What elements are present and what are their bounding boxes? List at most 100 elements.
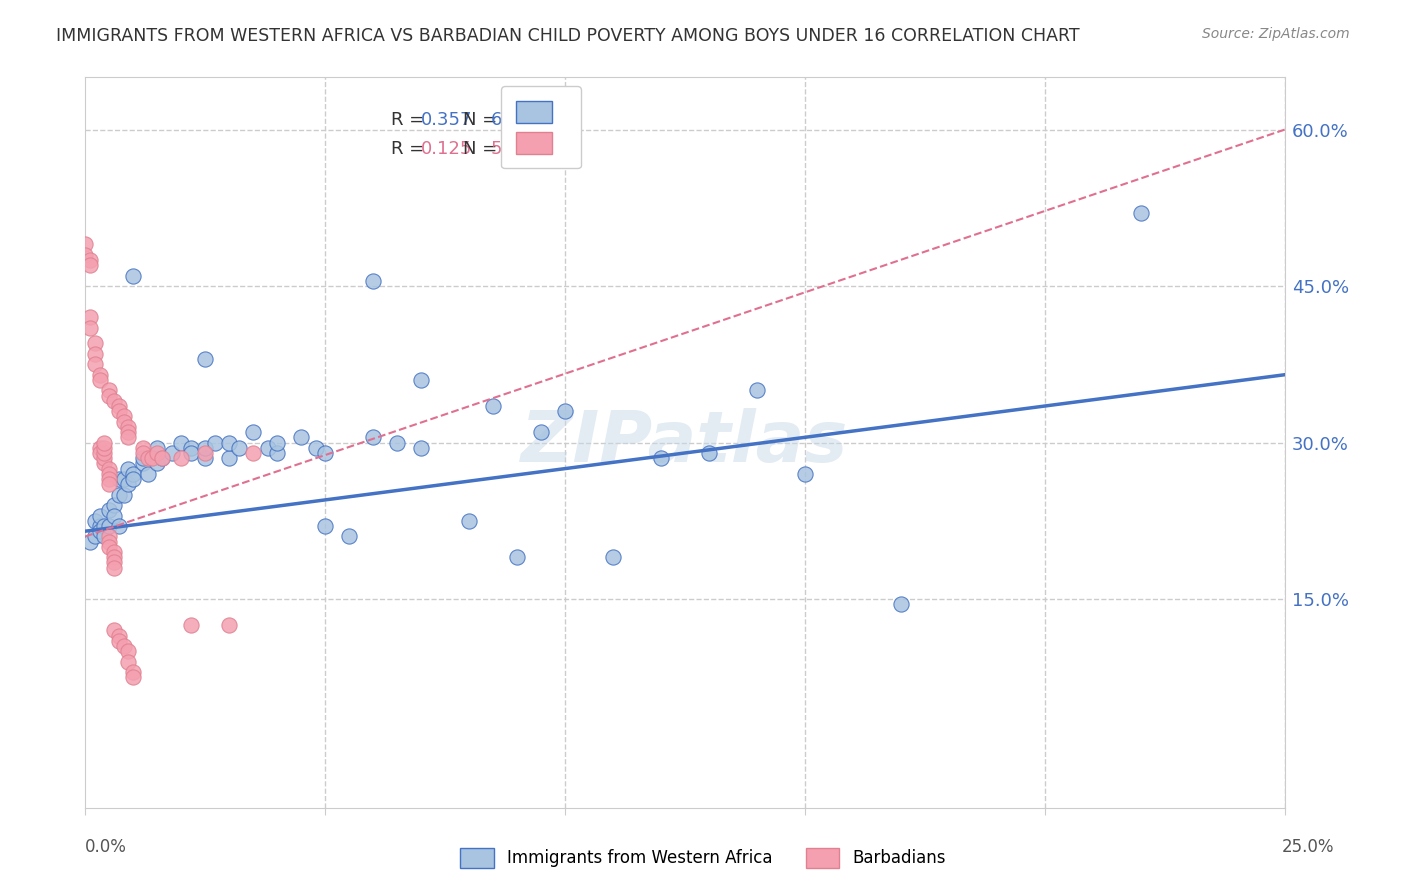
Point xyxy=(108,633,131,648)
Point xyxy=(242,446,264,460)
Point xyxy=(266,446,288,460)
Point xyxy=(314,519,336,533)
Point xyxy=(132,441,155,455)
Point xyxy=(98,384,121,398)
Point xyxy=(79,258,101,272)
Point xyxy=(108,519,131,533)
Point xyxy=(89,368,111,382)
Point xyxy=(136,467,159,481)
Point xyxy=(98,461,121,475)
Point xyxy=(83,357,105,371)
Point xyxy=(122,665,145,679)
Point xyxy=(83,336,105,351)
Point xyxy=(146,446,169,460)
Point xyxy=(602,550,624,565)
Point xyxy=(132,451,155,466)
Point xyxy=(385,435,408,450)
Text: ZIPatlas: ZIPatlas xyxy=(522,408,849,477)
Point xyxy=(146,456,169,470)
Point xyxy=(117,420,139,434)
Point xyxy=(530,425,553,439)
Point xyxy=(122,467,145,481)
Point xyxy=(103,556,125,570)
Point xyxy=(218,435,240,450)
Point xyxy=(108,399,131,413)
Point xyxy=(79,252,101,267)
Point xyxy=(89,508,111,523)
Point xyxy=(194,451,217,466)
Text: R =: R = xyxy=(391,111,430,129)
Point xyxy=(1129,206,1152,220)
Point xyxy=(194,441,217,455)
Point xyxy=(180,618,202,632)
Point xyxy=(337,529,360,543)
Point xyxy=(650,451,672,466)
Point xyxy=(79,320,101,334)
Legend: , : , xyxy=(502,87,581,169)
Text: N =: N = xyxy=(463,140,503,158)
Point xyxy=(458,514,481,528)
Point xyxy=(112,472,135,486)
Point xyxy=(89,524,111,539)
Point xyxy=(112,409,135,424)
Text: IMMIGRANTS FROM WESTERN AFRICA VS BARBADIAN CHILD POVERTY AMONG BOYS UNDER 16 CO: IMMIGRANTS FROM WESTERN AFRICA VS BARBAD… xyxy=(56,27,1080,45)
Point xyxy=(890,597,912,611)
Point xyxy=(103,508,125,523)
Text: 0.125: 0.125 xyxy=(422,140,472,158)
Point xyxy=(554,404,576,418)
Point xyxy=(180,446,202,460)
Point xyxy=(89,519,111,533)
Point xyxy=(89,446,111,460)
Text: 0.357: 0.357 xyxy=(422,111,472,129)
Text: 65: 65 xyxy=(491,111,513,129)
Point xyxy=(170,451,193,466)
Point xyxy=(117,430,139,444)
Point xyxy=(117,644,139,658)
Point xyxy=(150,451,173,466)
Point xyxy=(98,467,121,481)
Point xyxy=(98,519,121,533)
Point xyxy=(132,446,155,460)
Text: 25.0%: 25.0% xyxy=(1281,838,1334,855)
Point xyxy=(75,248,97,262)
Point xyxy=(132,456,155,470)
Point xyxy=(79,310,101,325)
Legend: Immigrants from Western Africa, Barbadians: Immigrants from Western Africa, Barbadia… xyxy=(454,841,952,875)
Point xyxy=(136,451,159,466)
Point xyxy=(93,435,115,450)
Point xyxy=(122,268,145,283)
Text: Source: ZipAtlas.com: Source: ZipAtlas.com xyxy=(1202,27,1350,41)
Point xyxy=(411,373,433,387)
Point xyxy=(108,628,131,642)
Point xyxy=(93,446,115,460)
Point xyxy=(242,425,264,439)
Point xyxy=(93,529,115,543)
Point xyxy=(180,441,202,455)
Point xyxy=(83,529,105,543)
Point xyxy=(103,498,125,512)
Point xyxy=(117,477,139,491)
Point xyxy=(98,477,121,491)
Point xyxy=(83,347,105,361)
Text: 0.0%: 0.0% xyxy=(84,838,127,855)
Point xyxy=(108,472,131,486)
Text: 58: 58 xyxy=(491,140,513,158)
Point xyxy=(122,670,145,684)
Point xyxy=(228,441,250,455)
Point xyxy=(745,384,768,398)
Point xyxy=(103,545,125,559)
Point xyxy=(98,534,121,549)
Point xyxy=(98,529,121,543)
Point xyxy=(89,373,111,387)
Point xyxy=(361,274,384,288)
Point xyxy=(506,550,529,565)
Point xyxy=(98,540,121,554)
Point xyxy=(93,519,115,533)
Point xyxy=(304,441,326,455)
Point xyxy=(218,451,240,466)
Point xyxy=(482,399,505,413)
Point xyxy=(361,430,384,444)
Point xyxy=(290,430,312,444)
Point xyxy=(103,550,125,565)
Point xyxy=(108,488,131,502)
